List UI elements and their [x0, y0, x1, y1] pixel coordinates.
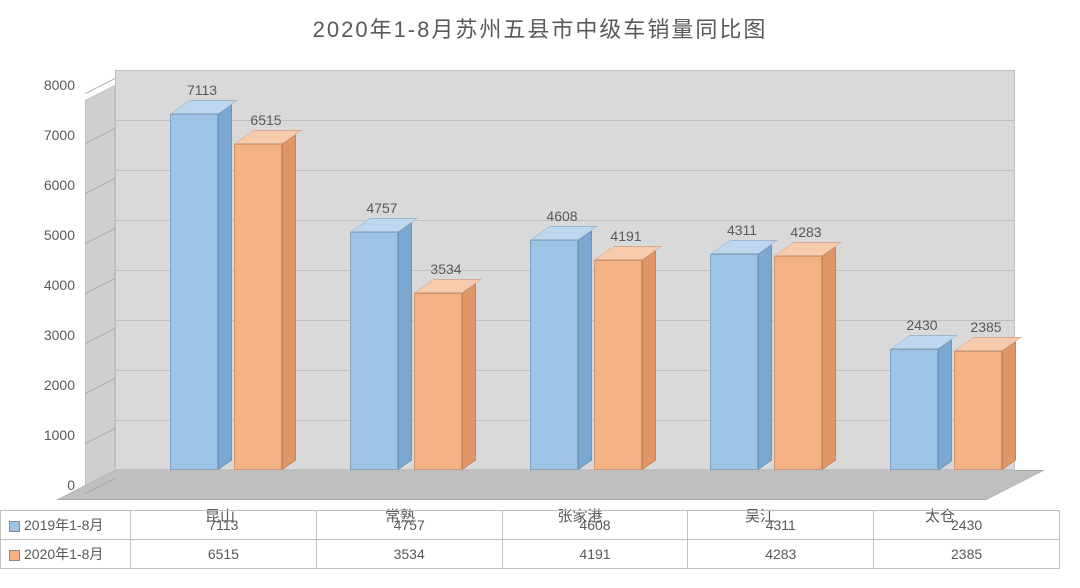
bar-front [414, 293, 462, 470]
sidewall [85, 85, 115, 500]
series-name: 2020年1-8月 [24, 546, 103, 562]
bar-side [938, 339, 952, 470]
plot-area: 010002000300040005000600070008000 711365… [85, 70, 1045, 500]
table-cell: 2430 [874, 511, 1060, 540]
table-cell: 4311 [688, 511, 874, 540]
series-name: 2019年1-8月 [24, 517, 103, 533]
y-tick-label: 1000 [25, 427, 75, 443]
bar-side [282, 134, 296, 470]
bar-value-label: 2385 [946, 319, 1026, 335]
bar-front [234, 144, 282, 470]
bar-value-label: 4283 [766, 224, 846, 240]
bar-front [954, 351, 1002, 470]
bar-side [578, 230, 592, 470]
table-cell: 2385 [874, 540, 1060, 569]
bar-front [350, 232, 398, 470]
bar-front [594, 260, 642, 470]
table-cell: 4191 [502, 540, 688, 569]
bar-value-label: 6515 [226, 112, 306, 128]
bar-front [710, 254, 758, 470]
floor [56, 470, 1045, 500]
y-tick-label: 4000 [25, 277, 75, 293]
y-tick-label: 3000 [25, 327, 75, 343]
chart-container: 2020年1-8月苏州五县市中级车销量同比图 01000200030004000… [0, 0, 1080, 588]
table-cell: 6515 [131, 540, 317, 569]
table-cell: 7113 [131, 511, 317, 540]
bar-side [218, 105, 232, 470]
bar-side [758, 245, 772, 470]
table-cell: 4757 [316, 511, 502, 540]
table-cell: 3534 [316, 540, 502, 569]
legend-swatch [9, 521, 20, 532]
table-row: 2020年1-8月 65153534419142832385 [1, 540, 1060, 569]
bar-value-label: 4757 [342, 200, 422, 216]
y-tick-label: 2000 [25, 377, 75, 393]
y-tick-label: 8000 [25, 77, 75, 93]
bar-value-label: 3534 [406, 261, 486, 277]
chart-title: 2020年1-8月苏州五县市中级车销量同比图 [0, 0, 1080, 44]
bar-value-label: 4608 [522, 208, 602, 224]
bar-front [530, 240, 578, 470]
y-tick-label: 0 [25, 477, 75, 493]
series-header: 2020年1-8月 [1, 540, 131, 569]
y-tick-label: 6000 [25, 177, 75, 193]
bar-front [170, 114, 218, 470]
legend-swatch [9, 550, 20, 561]
grid-line [115, 470, 1015, 471]
series-header: 2019年1-8月 [1, 511, 131, 540]
bar-front [890, 349, 938, 471]
bar-value-label: 7113 [162, 82, 242, 98]
bar-value-label: 4191 [586, 228, 666, 244]
bar-front [774, 256, 822, 470]
table-cell: 4283 [688, 540, 874, 569]
bar-side [642, 251, 656, 470]
grid-line [115, 70, 1015, 71]
bar-side [462, 284, 476, 470]
y-tick-label: 7000 [25, 127, 75, 143]
bar-side [398, 222, 412, 470]
bar-side [1002, 341, 1016, 470]
table-row: 2019年1-8月 71134757460843112430 [1, 511, 1060, 540]
table-cell: 4608 [502, 511, 688, 540]
bar-side [822, 246, 836, 470]
y-tick-label: 5000 [25, 227, 75, 243]
data-table: 2019年1-8月 71134757460843112430 2020年1-8月 65… [0, 510, 1060, 569]
